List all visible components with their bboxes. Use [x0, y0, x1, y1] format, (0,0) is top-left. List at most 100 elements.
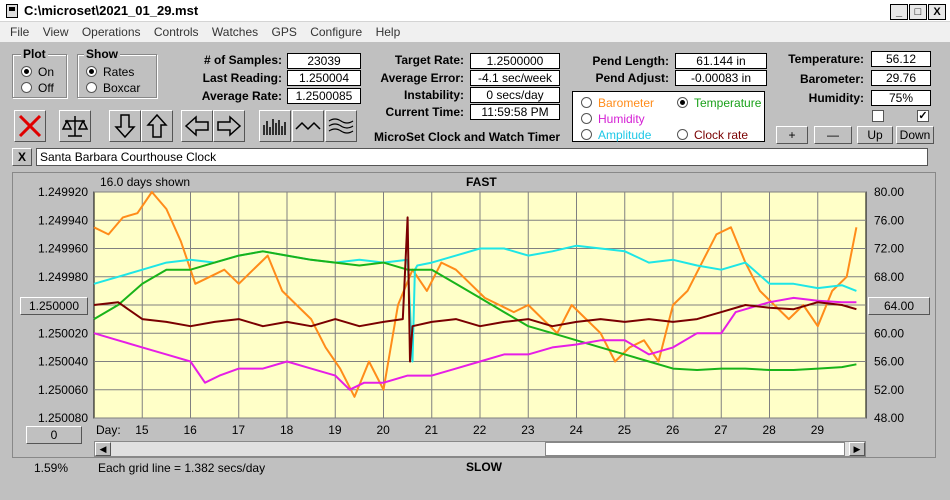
histogram-icon: [263, 119, 286, 135]
instability-value: 0 secs/day: [470, 87, 560, 103]
close-button[interactable]: X: [928, 4, 946, 20]
day-tick-label: 21: [425, 423, 439, 437]
balance-button[interactable]: [59, 110, 91, 142]
scroll-right-button[interactable]: ▶: [849, 442, 865, 456]
plot-legend: Plot: [21, 47, 48, 61]
zero-button[interactable]: 0: [26, 426, 82, 444]
stop-button[interactable]: [14, 110, 46, 142]
left-axis-tick: 1.249940: [38, 213, 88, 227]
menu-watches[interactable]: Watches: [211, 25, 259, 39]
pend-length-value[interactable]: 61.144 in: [675, 53, 767, 69]
scale-down-button[interactable]: Down: [896, 126, 934, 144]
multi-wave-icon: [328, 118, 354, 134]
left-axis-tick: 1.249980: [38, 270, 88, 284]
left-axis-tick: 1.250080: [38, 411, 88, 425]
up-arrow-button[interactable]: [141, 110, 173, 142]
minimize-button[interactable]: _: [890, 4, 908, 20]
menu-configure[interactable]: Configure: [310, 25, 363, 39]
scale-up-button[interactable]: Up: [857, 126, 893, 144]
samples-label: # of Samples:: [203, 53, 282, 67]
day-tick-label: 20: [377, 423, 391, 437]
sensor-amplitude-radio[interactable]: Amplitude: [581, 128, 651, 142]
day-axis-label: Day:: [96, 423, 121, 437]
plot-group: Plot On Off: [12, 47, 67, 98]
show-boxcar-radio[interactable]: Boxcar: [86, 81, 140, 95]
menu-file[interactable]: File: [10, 25, 30, 39]
humidity-value: 75%: [871, 90, 931, 106]
average-error-label: Average Error:: [380, 71, 464, 85]
day-tick-label: 25: [618, 423, 632, 437]
right-axis-center-button[interactable]: 64.00: [868, 297, 930, 315]
show-rates-radio[interactable]: Rates: [86, 65, 134, 79]
average-rate-label: Average Rate:: [201, 89, 282, 103]
menu-view[interactable]: View: [42, 25, 69, 39]
last-reading-label: Last Reading:: [202, 71, 282, 85]
maximize-button[interactable]: □: [909, 4, 927, 20]
day-tick-label: 19: [328, 423, 342, 437]
sensor-barometer-radio[interactable]: Barometer: [581, 96, 654, 110]
scroll-thumb[interactable]: [545, 442, 845, 456]
right-axis-tick: 72.00: [874, 242, 904, 256]
arrow-up-icon: [146, 113, 168, 138]
bars-view-button[interactable]: [259, 110, 291, 142]
day-tick-label: 22: [473, 423, 487, 437]
temperature-label: Temperature:: [788, 52, 864, 66]
pend-adjust-value[interactable]: -0.00083 in: [675, 70, 767, 86]
day-tick-label: 29: [811, 423, 825, 437]
clear-clock-button[interactable]: X: [12, 148, 32, 166]
current-time-label: Current Time:: [385, 105, 464, 119]
scale-minus-button[interactable]: —: [814, 126, 852, 144]
right-arrow-button[interactable]: [213, 110, 245, 142]
days-shown-label: 16.0 days shown: [100, 175, 190, 189]
barometer-value: 29.76: [871, 70, 931, 86]
menu-controls[interactable]: Controls: [153, 25, 199, 39]
chart-scrollbar[interactable]: ◀ ▶: [94, 441, 866, 457]
checkbox-2[interactable]: ✓: [917, 110, 929, 122]
left-axis-tick: 1.250040: [38, 355, 88, 369]
percent-readout: 1.59%: [34, 461, 69, 475]
day-tick-label: 27: [714, 423, 728, 437]
app-name-label: MicroSet Clock and Watch Timer: [374, 130, 561, 144]
scroll-left-button[interactable]: ◀: [95, 442, 111, 456]
instability-label: Instability:: [403, 88, 464, 102]
sensor-selector: Barometer Humidity Amplitude Temperature…: [572, 91, 765, 142]
day-tick-label: 26: [666, 423, 680, 437]
plot-on-radio[interactable]: On: [21, 65, 54, 79]
series-line-barometer: [93, 191, 858, 398]
menu-help[interactable]: Help: [375, 25, 401, 39]
target-rate-value[interactable]: 1.2500000: [470, 53, 560, 69]
window-title: C:\microset\2021_01_29.mst: [24, 3, 199, 18]
checkbox-1[interactable]: [872, 110, 884, 122]
series-line-temperature: [93, 250, 857, 371]
day-tick-label: 28: [763, 423, 777, 437]
menu-gps[interactable]: GPS: [271, 25, 297, 39]
wave-view-button[interactable]: [292, 110, 324, 142]
menu-bar: File View Operations Controls Watches GP…: [0, 22, 950, 42]
sensor-clockrate-radio[interactable]: Clock rate: [677, 128, 748, 142]
clock-name-field[interactable]: Santa Barbara Courthouse Clock: [36, 148, 928, 166]
sensor-humidity-radio[interactable]: Humidity: [581, 112, 645, 126]
left-axis-tick: 1.250020: [38, 326, 88, 340]
left-arrow-button[interactable]: [181, 110, 213, 142]
right-axis-tick: 52.00: [874, 383, 904, 397]
menu-operations[interactable]: Operations: [81, 25, 141, 39]
multi-wave-button[interactable]: [325, 110, 357, 142]
left-axis-center-button[interactable]: 1.250000: [20, 297, 88, 315]
pend-length-label: Pend Length:: [592, 54, 669, 68]
left-axis-tick: 1.250060: [38, 383, 88, 397]
day-tick-label: 15: [135, 423, 149, 437]
slow-label: SLOW: [466, 460, 502, 474]
average-error-value: -4.1 sec/week: [470, 70, 560, 86]
sensor-temperature-radio[interactable]: Temperature: [677, 96, 761, 110]
plot-off-radio[interactable]: Off: [21, 81, 54, 95]
down-arrow-button[interactable]: [109, 110, 141, 142]
day-tick-label: 17: [232, 423, 246, 437]
scale-plus-button[interactable]: +: [776, 126, 808, 144]
day-tick-label: 24: [570, 423, 584, 437]
grid-note: Each grid line = 1.382 secs/day: [98, 461, 266, 475]
arrow-down-icon: [114, 114, 136, 139]
right-axis-tick: 80.00: [874, 185, 904, 199]
left-axis-tick: 1.249960: [38, 242, 88, 256]
samples-value: 23039: [287, 53, 361, 69]
day-tick-label: 16: [184, 423, 198, 437]
